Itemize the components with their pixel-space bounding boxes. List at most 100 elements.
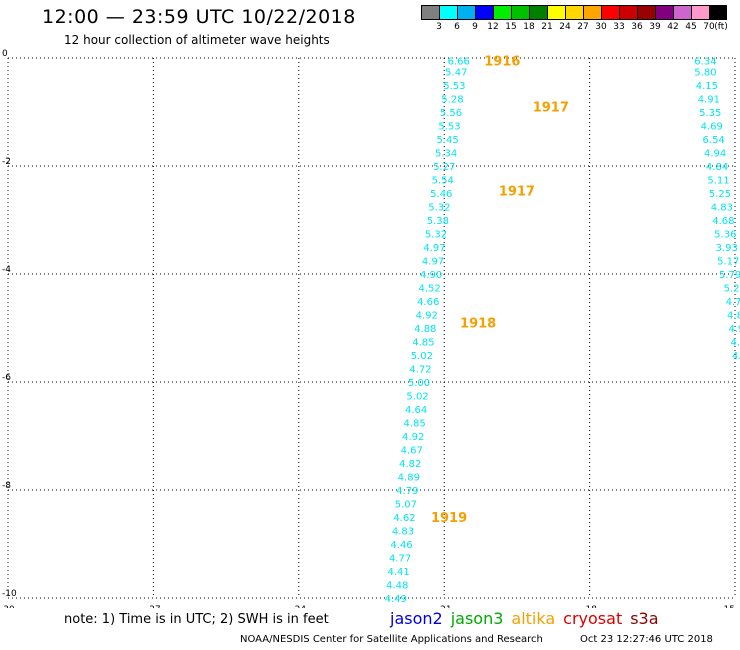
color-scale-label: 3	[436, 22, 442, 32]
wave-height-value: 4.46	[390, 540, 412, 551]
wave-height-value: 4.66	[417, 297, 439, 308]
wave-height-value: 5.25	[709, 189, 731, 200]
wave-height-value: 4.97	[423, 243, 445, 254]
wave-height-value: 4.84	[706, 162, 728, 173]
color-swatch	[475, 5, 493, 20]
color-scale-labels: 3 6 9 12 15 18 21 24 27 30 33 36 39 42 45 70 (ft)	[421, 20, 728, 32]
color-scale-label: 15	[505, 22, 517, 32]
time-label: 1918	[460, 317, 496, 332]
color-scale-label: 45	[685, 22, 697, 32]
color-swatch	[421, 5, 439, 20]
wave-height-value: 5.45	[436, 135, 458, 146]
color-scale-label: 33	[613, 22, 625, 32]
color-swatch	[529, 5, 547, 20]
y-tick-label: -6	[2, 373, 11, 383]
color-scale-label: 39	[649, 22, 661, 32]
wave-height-value: 5.17	[717, 257, 739, 268]
wave-height-value: 5.28	[441, 95, 463, 106]
x-tick-label: -15	[720, 605, 735, 608]
wave-height-value: 4.83	[711, 203, 733, 214]
wave-height-value: 4.83	[392, 527, 414, 538]
color-scale: 3 6 9 12 15 18 21 24 27 30 33 36 39 42 45 70 (ft)	[421, 5, 728, 32]
wave-height-value: 6.54	[703, 135, 725, 146]
color-scale-swatches	[421, 5, 727, 20]
wave-height-value: 4.52	[419, 284, 441, 295]
color-scale-label: 70	[703, 22, 715, 32]
wave-height-value: 5.54	[432, 176, 454, 187]
color-scale-label: 18	[523, 22, 535, 32]
wave-height-value: 5.02	[411, 351, 433, 362]
color-scale-label: 21	[541, 22, 553, 32]
wave-height-value: 5.53	[443, 81, 465, 92]
color-scale-label: (ft)	[714, 22, 728, 32]
legend-item-jason2: jason2	[390, 609, 443, 628]
wave-height-value: 5.07	[395, 500, 417, 511]
wave-height-value: 5.00	[408, 378, 430, 389]
color-swatch	[691, 5, 709, 20]
time-label: 1919	[431, 511, 467, 526]
color-scale-label: 30	[595, 22, 607, 32]
color-scale-label: 36	[631, 22, 643, 32]
wave-height-value: 4.49	[385, 594, 407, 605]
color-swatch	[439, 5, 457, 20]
color-swatch	[709, 5, 727, 20]
wave-height-value: 4.88	[414, 324, 436, 335]
x-tick-label: -18	[582, 605, 597, 608]
wave-height-value: 4.8	[727, 311, 740, 322]
y-tick-label: 0	[2, 49, 8, 59]
y-tick-label: -2	[2, 157, 11, 167]
wave-height-value: 5.56	[440, 108, 462, 119]
color-swatch	[493, 5, 511, 20]
wave-height-value: 4.82	[399, 459, 421, 470]
wave-height-value: 5.46	[430, 189, 452, 200]
x-tick-label: -24	[291, 605, 306, 608]
wave-height-value: 5.47	[445, 68, 467, 79]
wave-height-value: 4.92	[416, 311, 438, 322]
legend-item-altika: altika	[511, 609, 556, 628]
wave-height-value: 5.32	[428, 203, 450, 214]
wave-height-value: 4.91	[698, 95, 720, 106]
x-tick-label: -30	[0, 605, 15, 608]
wave-height-value: 4.15	[696, 81, 718, 92]
legend-item-s3a: s3a	[630, 609, 659, 628]
wave-height-value: 4.72	[409, 365, 431, 376]
wave-height-value: 5.38	[427, 216, 449, 227]
wave-height-value: 4.8	[732, 351, 740, 362]
wave-height-value: 3.93	[716, 243, 738, 254]
wave-height-value: 5.80	[694, 68, 716, 79]
footer-timestamp: Oct 23 12:27:46 UTC 2018	[580, 634, 713, 645]
color-swatch	[547, 5, 565, 20]
color-scale-label: 24	[559, 22, 571, 32]
wave-height-value: 5.2	[724, 284, 740, 295]
color-swatch	[457, 5, 475, 20]
wave-height-value: 5.79	[719, 270, 740, 281]
page-title: 12:00 — 23:59 UTC 10/22/2018	[42, 6, 356, 28]
wave-height-value: 4.41	[388, 567, 410, 578]
wave-height-value: 4.79	[396, 486, 418, 497]
wave-height-value: 4.89	[398, 473, 420, 484]
wave-height-value: 4.85	[404, 419, 426, 430]
page-subtitle: 12 hour collection of altimeter wave hei…	[64, 33, 330, 47]
color-scale-label: 42	[667, 22, 679, 32]
wave-height-value: 4.92	[402, 432, 424, 443]
x-tick-label: -21	[437, 605, 452, 608]
wave-height-value: 5.11	[707, 176, 729, 187]
satellite-legend: jason2 jason3 altika cryosat s3a	[390, 609, 667, 628]
color-swatch	[511, 5, 529, 20]
wave-height-value: 6.34	[694, 57, 716, 68]
wave-height-value: 5.53	[438, 122, 460, 133]
y-tick-label: -8	[2, 481, 11, 491]
wave-height-value: 4.48	[386, 581, 408, 592]
wave-height-value: 4.7	[726, 297, 740, 308]
wave-height-value: 5.35	[699, 108, 721, 119]
time-label: 1916	[484, 55, 520, 70]
color-swatch	[565, 5, 583, 20]
legend-item-jason3: jason3	[450, 609, 504, 628]
legend-item-cryosat: cryosat	[563, 609, 623, 628]
wave-height-value: 4.67	[401, 446, 423, 457]
altimeter-map: 0 -2 -4 -6 -8 -10 -30 -27 -24 -21 -18 -15 6.665.47 5.…	[0, 49, 740, 608]
color-scale-label: 27	[577, 22, 589, 32]
wave-height-value: 4.64	[405, 405, 427, 416]
wave-height-value: 4.69	[701, 122, 723, 133]
color-swatch	[673, 5, 691, 20]
